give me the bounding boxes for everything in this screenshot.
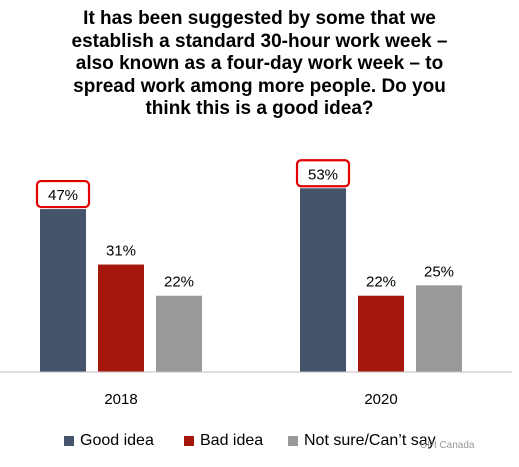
title-line: It has been suggested by some that we bbox=[83, 8, 436, 29]
data-label: 22% bbox=[164, 274, 194, 291]
category-label: 2020 bbox=[364, 391, 397, 408]
highlight-box bbox=[295, 159, 351, 188]
bar-good-idea-2018 bbox=[40, 209, 86, 372]
legend-label: Not sure/Can’t say bbox=[304, 432, 436, 449]
bar-not-sure-2020 bbox=[416, 285, 462, 372]
data-label: 53% bbox=[308, 166, 338, 183]
legend-swatch bbox=[64, 436, 74, 446]
highlight-box bbox=[35, 179, 91, 209]
legend-item-good-idea: Good idea bbox=[64, 430, 154, 452]
legend-label: Bad idea bbox=[200, 432, 264, 449]
legend-item-not-sure: Not sure/Can’t say bbox=[288, 430, 436, 452]
legend: Good idea Bad idea Not sure/Can’t say bbox=[0, 430, 519, 454]
bar-not-sure-2018 bbox=[156, 295, 202, 372]
category-label: 2018 bbox=[104, 391, 137, 408]
bar-bad-idea-2020 bbox=[358, 295, 404, 372]
data-label: 22% bbox=[366, 274, 396, 291]
title-line: establish a standard 30-hour work week – bbox=[71, 30, 448, 52]
legend-item-bad-idea: Bad idea bbox=[184, 430, 263, 452]
title-line: also known as a four-day work week – to bbox=[75, 53, 444, 74]
legend-label: Good idea bbox=[80, 432, 154, 449]
title-line: think this is a good idea? bbox=[145, 98, 374, 119]
data-label: 25% bbox=[424, 263, 454, 280]
chart-title: It has been suggested by some that we es… bbox=[10, 8, 509, 121]
bar-good-idea-2020 bbox=[300, 188, 346, 372]
data-label: 47% bbox=[48, 187, 78, 204]
legend-swatch bbox=[288, 436, 298, 446]
data-label: 31% bbox=[106, 243, 136, 260]
title-line: spread work among more people. Do you bbox=[73, 75, 446, 97]
legend-swatch bbox=[184, 436, 194, 446]
watermark: UPI Canada bbox=[420, 440, 475, 451]
bar-bad-idea-2018 bbox=[98, 264, 144, 372]
